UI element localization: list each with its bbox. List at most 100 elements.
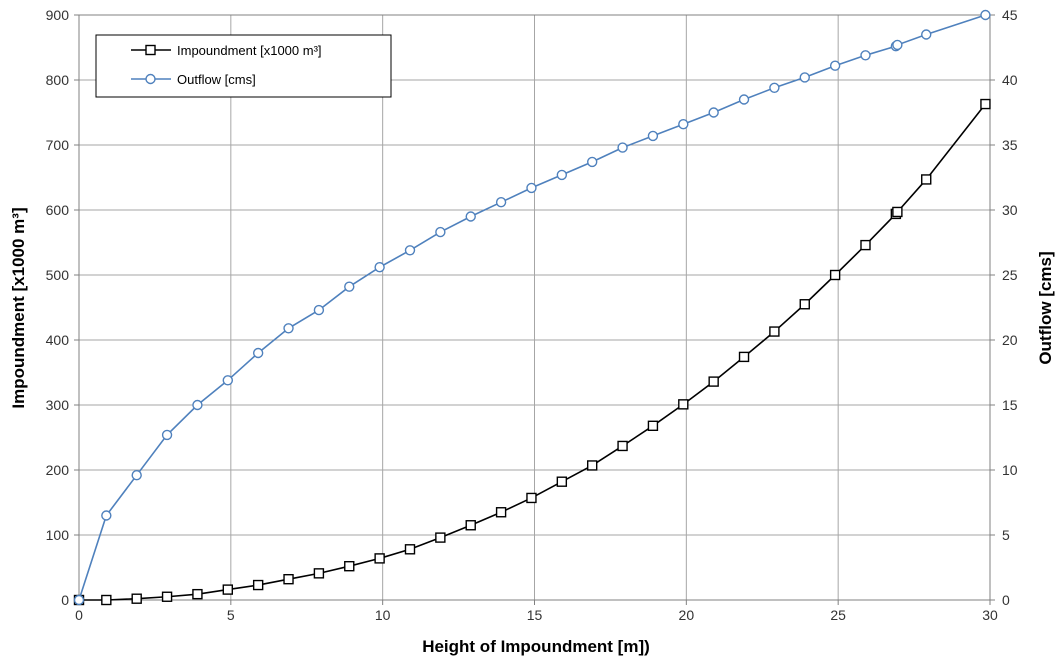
data-point-outflow — [799, 72, 810, 83]
data-point-outflow — [708, 107, 719, 118]
data-point-impoundment — [738, 351, 750, 363]
data-point-impoundment — [131, 593, 142, 604]
left-tick-label: 700 — [46, 137, 70, 153]
x-tick-label: 10 — [375, 607, 391, 623]
x-tick-label: 15 — [527, 607, 543, 623]
data-point-impoundment — [860, 239, 871, 251]
data-point-impoundment — [161, 591, 173, 602]
x-tick-label: 25 — [830, 607, 846, 623]
left-tick-label: 200 — [46, 462, 70, 478]
left-axis-title: Impoundment [x1000 m³] — [9, 207, 28, 408]
data-point-impoundment — [526, 492, 537, 504]
data-point-impoundment — [283, 574, 294, 585]
data-point-outflow — [738, 94, 750, 105]
right-axis-ticks: 0 5 10 15 20 25 30 35 40 45 — [990, 7, 1018, 608]
data-point-outflow — [101, 510, 112, 521]
legend-label-outflow: Outflow [cms] — [177, 72, 256, 87]
left-tick-label: 0 — [61, 592, 69, 608]
right-tick-label: 20 — [1002, 332, 1018, 348]
data-point-impoundment — [892, 206, 903, 218]
data-point-impoundment — [465, 520, 476, 531]
data-point-impoundment — [586, 460, 598, 471]
data-point-impoundment — [222, 584, 233, 595]
right-tick-label: 30 — [1002, 202, 1018, 218]
left-tick-label: 800 — [46, 72, 70, 88]
data-point-outflow — [678, 118, 689, 130]
right-tick-label: 40 — [1002, 72, 1018, 88]
data-point-impoundment — [921, 174, 932, 185]
data-point-outflow — [404, 245, 416, 256]
x-tick-label: 20 — [679, 607, 695, 623]
data-point-impoundment — [313, 568, 325, 579]
data-point-impoundment — [252, 579, 264, 591]
left-tick-label: 300 — [46, 397, 70, 413]
series-layer — [73, 9, 991, 606]
legend-box — [95, 34, 392, 98]
legend-item-impoundment: Impoundment [x1000 m³] — [131, 43, 322, 58]
data-point-impoundment — [101, 594, 112, 606]
legend-item-outflow: Outflow [cms] — [131, 72, 256, 87]
right-axis-title: Outflow [cms] — [1036, 251, 1055, 364]
data-point-outflow — [617, 142, 628, 153]
data-point-outflow — [892, 39, 903, 51]
data-point-outflow — [556, 169, 568, 181]
right-tick-label: 0 — [1002, 592, 1010, 608]
left-tick-label: 600 — [46, 202, 70, 218]
data-point-outflow — [829, 60, 841, 71]
data-point-impoundment — [708, 376, 719, 387]
left-tick-label: 100 — [46, 527, 70, 543]
data-point-impoundment — [556, 476, 568, 487]
data-point-outflow — [313, 304, 325, 316]
data-point-impoundment — [344, 561, 355, 572]
data-point-outflow — [435, 226, 446, 238]
x-tick-label: 0 — [75, 607, 83, 623]
data-point-outflow — [769, 82, 780, 94]
data-point-outflow — [161, 429, 173, 441]
data-point-outflow — [222, 375, 233, 386]
legend: Impoundment [x1000 m³] Outflow [cms] — [95, 34, 392, 98]
left-tick-label: 900 — [46, 7, 70, 23]
data-point-impoundment — [495, 507, 507, 518]
data-point-outflow — [131, 470, 142, 481]
data-point-outflow — [252, 347, 264, 359]
right-tick-label: 5 — [1002, 527, 1010, 543]
data-point-outflow — [283, 323, 294, 334]
data-point-impoundment — [678, 399, 689, 410]
data-point-outflow — [465, 211, 476, 222]
data-point-outflow — [344, 281, 355, 292]
legend-marker-square — [145, 44, 156, 56]
data-point-outflow — [860, 50, 871, 61]
data-point-impoundment — [980, 98, 991, 110]
series-impoundment — [73, 98, 991, 606]
right-tick-label: 35 — [1002, 137, 1018, 153]
right-tick-label: 10 — [1002, 462, 1018, 478]
data-point-outflow — [647, 130, 659, 142]
data-point-outflow — [586, 156, 598, 168]
x-tick-label: 5 — [227, 607, 235, 623]
data-point-outflow — [374, 262, 385, 273]
data-point-impoundment — [404, 544, 416, 555]
x-tick-label: 30 — [982, 607, 998, 623]
data-point-impoundment — [374, 553, 385, 564]
data-point-impoundment — [435, 532, 446, 543]
x-axis-ticks: 0 5 10 15 20 25 30 — [75, 600, 998, 623]
right-tick-label: 25 — [1002, 267, 1018, 283]
data-point-impoundment — [192, 588, 203, 600]
data-point-outflow — [495, 196, 507, 208]
left-tick-label: 400 — [46, 332, 70, 348]
legend-label-impoundment: Impoundment [x1000 m³] — [177, 43, 322, 58]
data-point-impoundment — [799, 299, 810, 310]
legend-marker-circle — [145, 73, 156, 85]
right-tick-label: 15 — [1002, 397, 1018, 413]
series-outflow — [73, 9, 991, 606]
data-point-impoundment — [647, 420, 659, 431]
left-axis-ticks: 0 100 200 300 400 500 600 700 800 900 — [46, 7, 79, 608]
data-point-impoundment — [617, 440, 628, 452]
data-point-outflow — [526, 182, 537, 194]
x-axis-title: Height of Impoundment [m]) — [422, 637, 650, 656]
data-point-outflow — [980, 9, 991, 21]
left-tick-label: 500 — [46, 267, 70, 283]
data-point-outflow — [192, 399, 203, 411]
